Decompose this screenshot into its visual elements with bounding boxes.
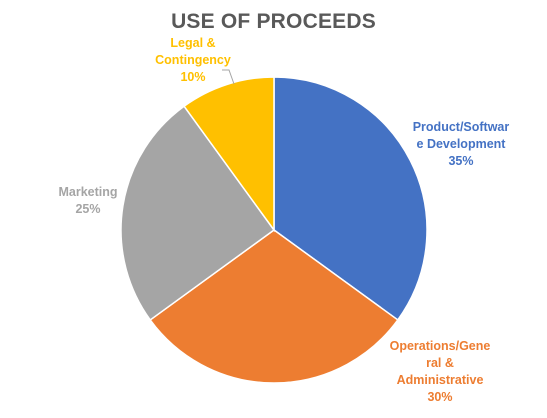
slice-label-line: e Development [417,137,507,151]
slice-value: 35% [448,154,473,168]
slice-label-line: Operations/Gene [390,339,491,353]
chart-title: USE OF PROCEEDS [171,10,376,33]
pie-slice-2 [120,105,276,321]
slice-value: 10% [180,70,205,84]
pie-slice-3 [183,76,275,233]
slice-label-2: Marketing 25% [58,185,117,216]
slice-label-line: Contingency [155,53,231,67]
slice-label-line: Legal & [170,36,215,50]
slice-label-0: Product/Softwar e Development 35% [413,120,510,168]
slice-value: 25% [75,202,100,216]
leader-line [222,69,235,85]
slice-value: 30% [427,390,452,404]
slice-label-3: Legal & Contingency 10% [155,36,231,84]
pie-slice-0 [273,76,428,321]
slice-label-1: Operations/Gene ral & Administrative 30% [390,339,491,404]
pie-slice-1 [149,229,399,384]
slice-label-line: ral & [426,356,454,370]
slice-label-line: Marketing [58,185,117,199]
slice-label-line: Product/Softwar [413,120,510,134]
slice-label-line: Administrative [397,373,484,387]
